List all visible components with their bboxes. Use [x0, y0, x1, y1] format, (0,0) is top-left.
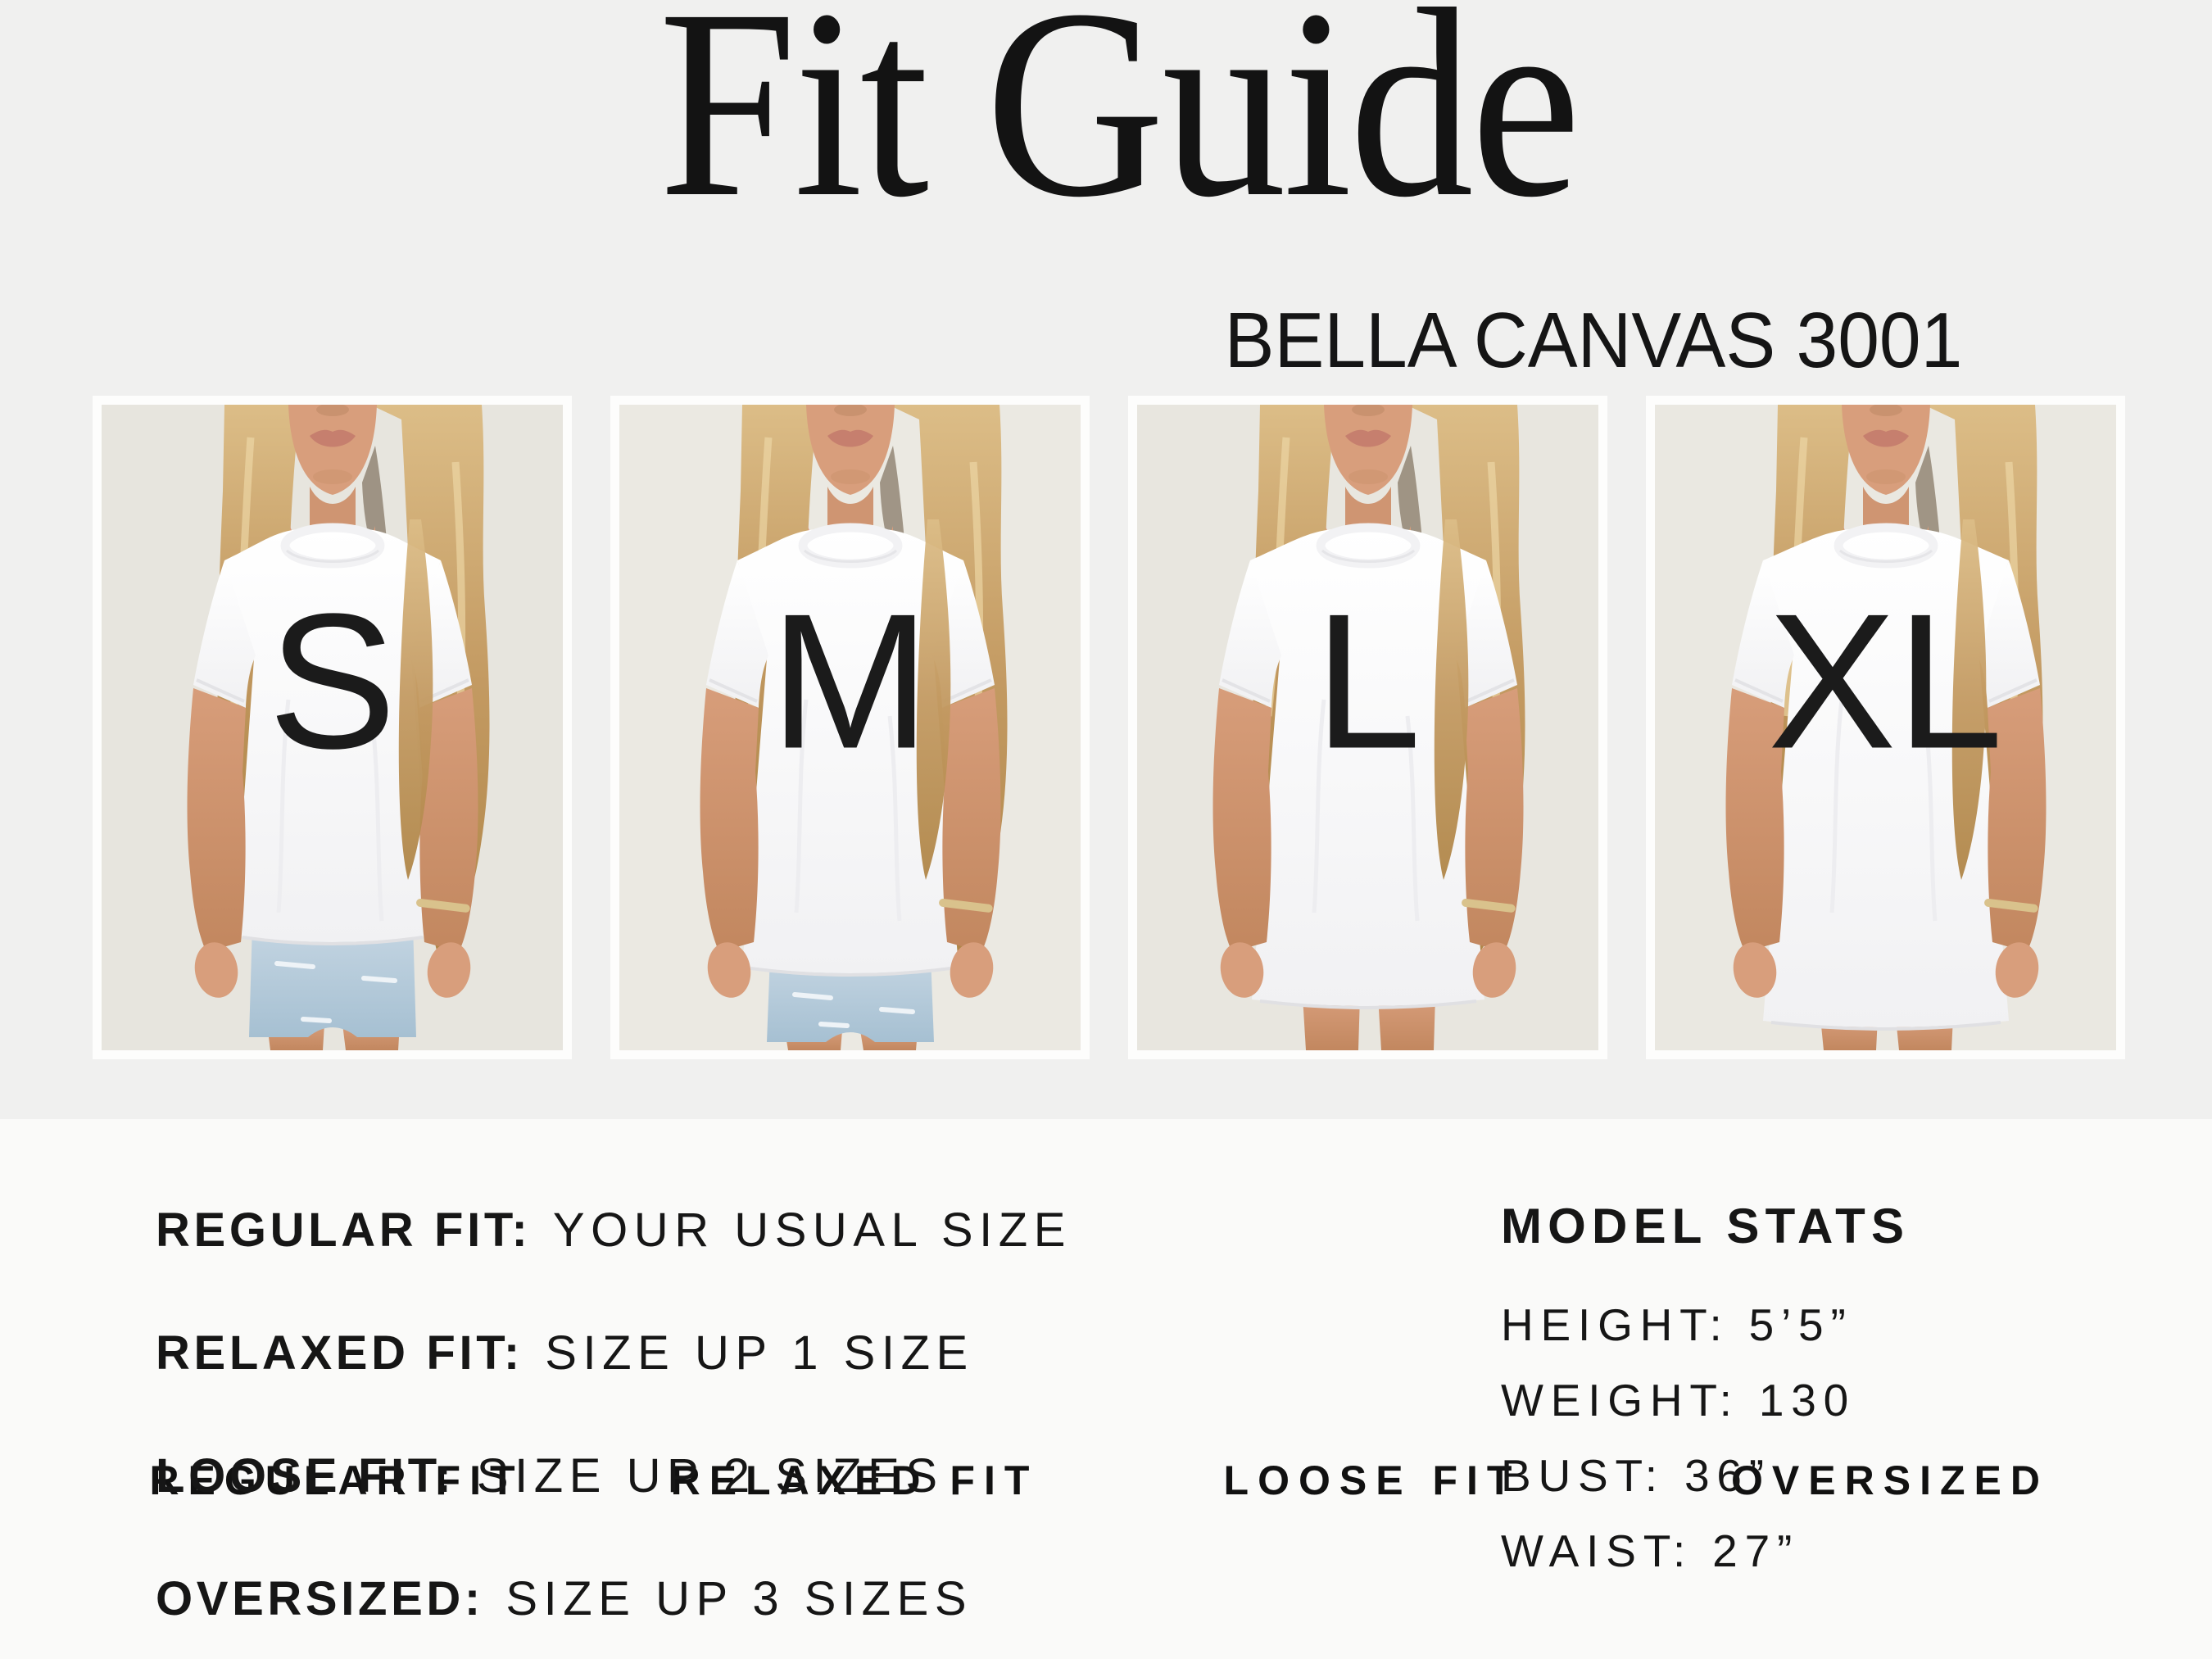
info-section-background	[0, 1119, 2212, 1659]
stat-bust: BUST: 36”	[1501, 1450, 1771, 1501]
size-panel-regular: S REGULAR FIT	[93, 396, 572, 1503]
size-letter: S	[268, 573, 397, 789]
stat-waist: WAIST: 27”	[1501, 1525, 1800, 1576]
stat-weight: WEIGHT: 130	[1501, 1375, 1856, 1426]
fit-rule-value: SIZE UP 2 SIZES	[476, 1449, 944, 1503]
fit-rule-value: YOUR USUAL SIZE	[552, 1203, 1072, 1257]
fit-rule-label: LOOSE FIT:	[156, 1449, 456, 1503]
model-photo	[102, 405, 563, 1050]
model-stats-block: MODEL STATS HEIGHT: 5’5” WEIGHT: 130 BUS…	[1501, 1197, 1910, 1589]
model-photo-frame: XL	[1646, 396, 2125, 1059]
model-photo	[1137, 405, 1598, 1050]
fit-rule-loose: LOOSE FIT: SIZE UP 2 SIZES	[156, 1421, 1072, 1543]
size-letter: M	[769, 573, 931, 789]
model-illustration	[619, 405, 1081, 1050]
page-title: Fit Guide	[658, 0, 1581, 253]
model-stats-lines: HEIGHT: 5’5” WEIGHT: 130 BUST: 36” WAIST…	[1501, 1287, 1910, 1589]
model-stats-heading: MODEL STATS	[1501, 1199, 1911, 1253]
fit-rules-list: REGULAR FIT: YOUR USUAL SIZE RELAXED FIT…	[156, 1175, 1072, 1659]
fit-rule-label: RELAXED FIT:	[156, 1326, 524, 1380]
fit-rule-label: OVERSIZED:	[156, 1572, 484, 1625]
model-photo	[619, 405, 1081, 1050]
model-photo	[1655, 405, 2116, 1050]
size-panel-relaxed: M RELAXED FIT	[610, 396, 1090, 1503]
fit-rule-label: REGULAR FIT:	[156, 1203, 532, 1257]
model-photo-frame: S	[93, 396, 572, 1059]
fit-rule-value: SIZE UP 3 SIZES	[505, 1572, 973, 1625]
fit-caption: LOOSE FIT	[1223, 1457, 1521, 1503]
size-letter: L	[1314, 573, 1421, 789]
model-photo-frame: M	[610, 396, 1090, 1059]
fit-rule-relaxed: RELAXED FIT: SIZE UP 1 SIZE	[156, 1298, 1072, 1421]
model-photo-frame: L	[1128, 396, 1607, 1059]
fit-caption: RELAXED FIT	[670, 1457, 1039, 1503]
page-subtitle: BELLA CANVAS 3001	[1224, 297, 1963, 384]
size-letter: XL	[1767, 573, 2004, 789]
model-illustration	[1655, 405, 2116, 1050]
model-illustration	[1137, 405, 1598, 1050]
stat-height: HEIGHT: 5’5”	[1501, 1299, 1853, 1350]
size-panel-loose: L LOOSE FIT	[1128, 396, 1607, 1503]
fit-caption: OVERSIZED	[1731, 1457, 2049, 1503]
fit-caption: REGULAR FIT	[149, 1457, 524, 1503]
size-panel-oversized: XL OVERSIZED	[1646, 396, 2125, 1503]
fit-rule-oversized: OVERSIZED: SIZE UP 3 SIZES	[156, 1543, 1072, 1659]
fit-rule-regular: REGULAR FIT: YOUR USUAL SIZE	[156, 1175, 1072, 1298]
model-illustration	[102, 405, 563, 1050]
fit-rule-value: SIZE UP 1 SIZE	[545, 1326, 974, 1380]
